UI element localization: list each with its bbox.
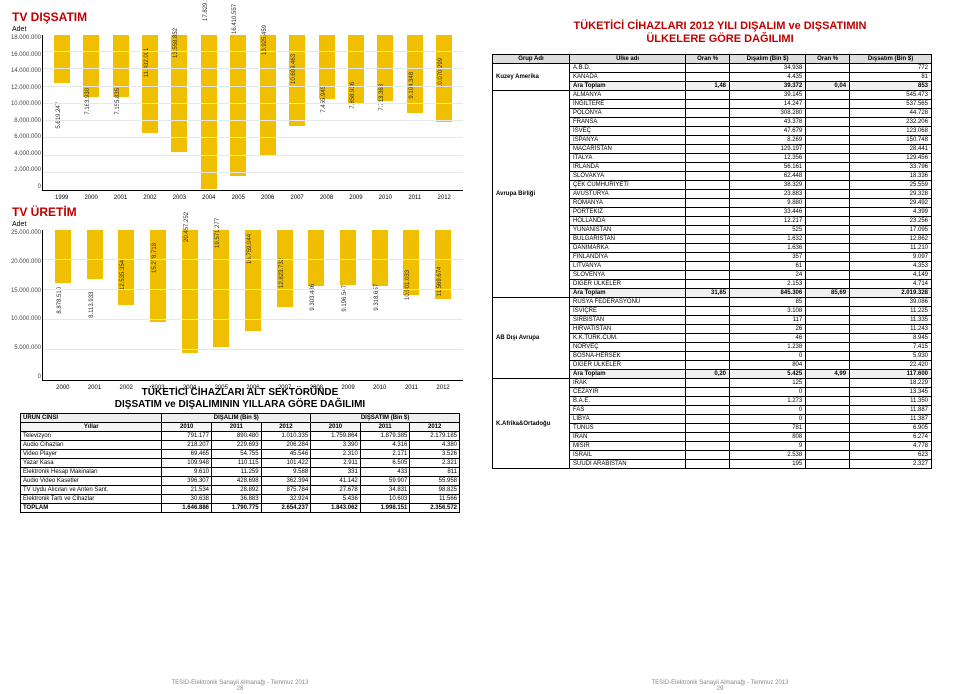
right-title: TÜKETİCİ CİHAZLARI 2012 YILI DIŞALIM ve … bbox=[492, 20, 948, 46]
left-heading-2: TV ÜRETİM bbox=[12, 205, 468, 219]
left-sub-2: Adet bbox=[12, 221, 468, 228]
tv-uretim-chart: 25.000.00020.000.00015.000.00010.000.000… bbox=[42, 230, 463, 381]
right-footer: TESİD-Elektronik Sanayii Almanağı - Temm… bbox=[480, 680, 960, 692]
left-heading: TV DIŞSATIM bbox=[12, 10, 468, 24]
right-table: Grup AdıÜlke adıOran %Dışalım (Bin $)Ora… bbox=[492, 54, 932, 469]
tv-dissatim-chart: 18.000.00016.000.00014.000.00012.000.000… bbox=[42, 35, 463, 191]
left-sub: Adet bbox=[12, 26, 468, 33]
left-footer: TESİD-Elektronik Sanayii Almanağı - Temm… bbox=[0, 680, 480, 692]
left-table: ÜRÜN CİNSİDIŞALIM (Bin $)DIŞSATIM (Bin $… bbox=[20, 413, 460, 513]
